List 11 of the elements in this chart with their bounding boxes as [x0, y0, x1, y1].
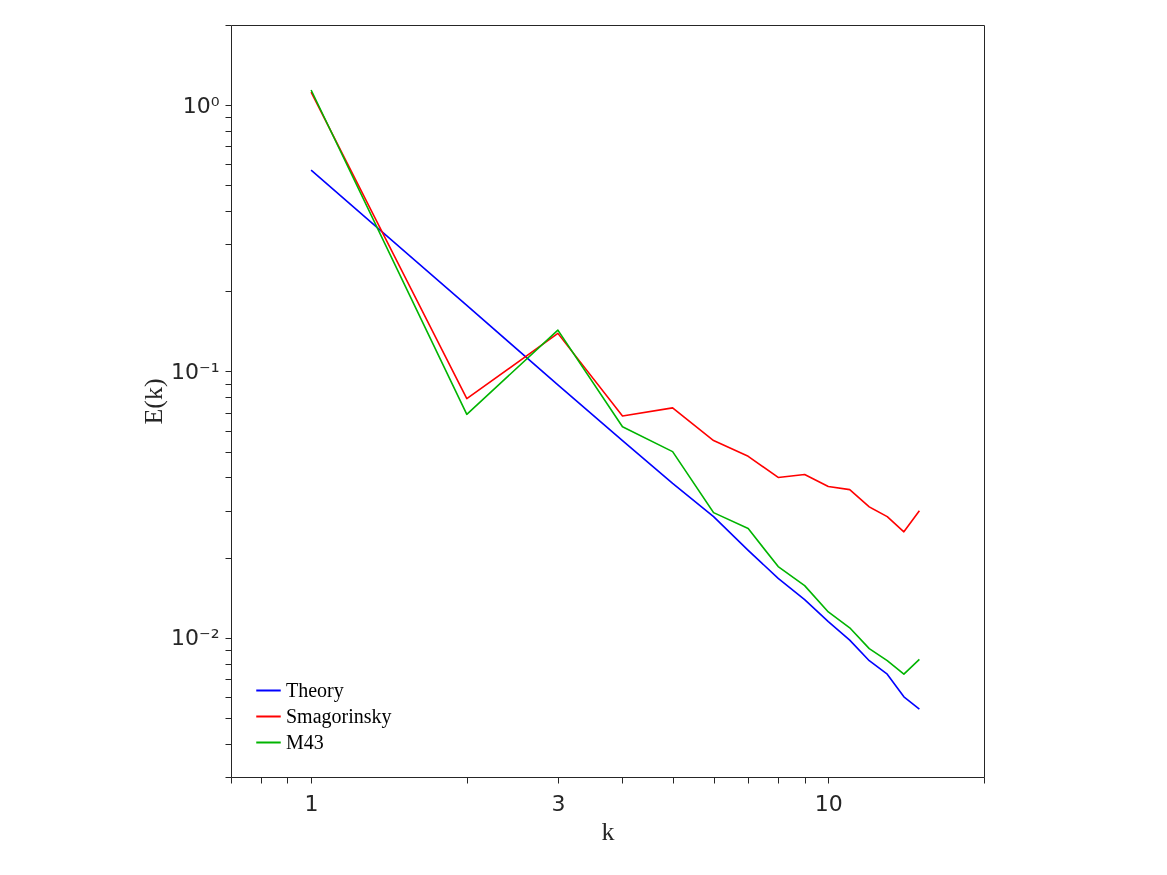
y-tick-label: 10⁻¹: [171, 358, 220, 384]
x-tick-label: 1: [304, 790, 319, 816]
x-tick-label: 3: [551, 790, 566, 816]
x-tick-label: 10: [814, 790, 843, 816]
legend-label: Theory: [286, 678, 344, 702]
legend-label: Smagorinsky: [286, 704, 392, 728]
y-tick-label: 10⁰: [182, 92, 220, 118]
legend-label: M43: [286, 730, 324, 753]
x-axis-title: k: [601, 816, 615, 846]
y-axis-title: E(k): [139, 378, 169, 425]
y-tick-label: 10⁻²: [171, 625, 220, 651]
